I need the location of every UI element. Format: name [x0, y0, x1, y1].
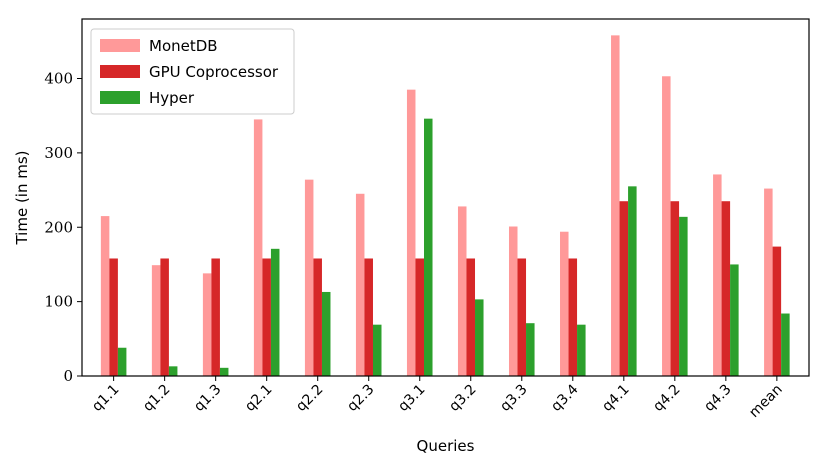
bar-monetdb-q2-2: [304, 179, 314, 376]
bar-monetdb-q1-1: [100, 216, 110, 376]
bar-monetdb-q4-3: [713, 174, 722, 376]
bar-gpu-coprocessor-q4-3: [721, 201, 731, 376]
y-tick-label: 0: [63, 367, 73, 385]
bar-hyper-mean: [781, 313, 790, 376]
x-tick-label: q3.2: [446, 382, 479, 415]
x-tick-label: q3.3: [497, 382, 530, 415]
bar-hyper-q1-2: [168, 366, 178, 376]
x-tick-label: q1.2: [140, 382, 173, 415]
bar-monetdb-q2-1: [253, 119, 263, 376]
bar-gpu-coprocessor-q3-2: [466, 258, 476, 376]
bar-gpu-coprocessor-q1-2: [160, 258, 169, 376]
bar-monetdb-q3-2: [457, 206, 467, 376]
x-tick-label: q2.2: [293, 382, 326, 415]
bar-hyper-q3-3: [526, 323, 535, 376]
bar-gpu-coprocessor-mean: [772, 246, 782, 376]
legend-label: Hyper: [149, 89, 195, 107]
bar-hyper-q3-4: [577, 324, 586, 376]
x-tick-label: q1.3: [191, 382, 224, 415]
bar-gpu-coprocessor-q2-2: [313, 258, 322, 376]
bar-hyper-q2-2: [321, 291, 331, 376]
y-axis-label: Time (in ms): [13, 150, 31, 245]
plot-frame: [81, 18, 810, 377]
bar-hyper-q4-2: [679, 216, 688, 376]
bar-hyper-q2-1: [270, 248, 280, 376]
bar-monetdb-q4-1: [611, 35, 620, 377]
bar-gpu-coprocessor-q2-1: [262, 258, 271, 376]
bar-monetdb-mean: [764, 188, 773, 376]
bar-hyper-q4-1: [628, 186, 637, 376]
bar-gpu-coprocessor-q4-1: [619, 201, 629, 376]
legend-label: GPU Coprocessor: [149, 63, 279, 81]
x-tick-label: mean: [746, 382, 785, 421]
bar-monetdb-q4-2: [662, 76, 671, 377]
x-tick-label: q2.3: [344, 382, 377, 415]
bar-hyper-q4-3: [730, 264, 739, 376]
x-tick-label: q1.1: [89, 382, 122, 415]
x-axis-label: Queries: [417, 437, 475, 455]
legend-swatch: [100, 39, 140, 52]
bar-gpu-coprocessor-q3-3: [517, 258, 527, 376]
bar-gpu-coprocessor-q3-4: [568, 258, 578, 376]
bar-monetdb-q1-3: [202, 273, 212, 376]
x-tick-label: q3.1: [395, 382, 428, 415]
bar-monetdb-q3-4: [560, 231, 569, 376]
y-tick-label: 200: [44, 218, 73, 236]
y-tick-label: 300: [44, 144, 73, 162]
bar-monetdb-q3-1: [406, 89, 416, 376]
y-tick-label: 400: [44, 70, 73, 88]
legend-label: MonetDB: [149, 37, 218, 55]
bar-hyper-q3-2: [475, 299, 484, 376]
x-tick-label: q3.4: [548, 381, 581, 414]
x-tick-label: q4.2: [650, 382, 683, 415]
bar-hyper-q2-3: [372, 324, 382, 376]
legend: MonetDB GPU Coprocessor Hyper: [90, 28, 295, 115]
legend-box: [90, 28, 295, 115]
bar-gpu-coprocessor-q3-1: [415, 258, 424, 376]
legend-swatch: [100, 91, 140, 104]
y-tick-label: 100: [44, 293, 73, 311]
legend-swatch: [100, 65, 140, 78]
bar-monetdb-q3-3: [508, 226, 518, 376]
bar-monetdb-q1-2: [151, 265, 161, 376]
x-tick-label: q2.1: [242, 382, 275, 415]
bar-gpu-coprocessor-q1-3: [211, 258, 220, 376]
x-tick-label: q4.3: [701, 382, 734, 415]
x-tick-label: q4.1: [599, 382, 632, 415]
bar-hyper-q1-1: [117, 347, 127, 376]
bar-hyper-q1-3: [219, 367, 229, 376]
bar-gpu-coprocessor-q4-2: [670, 201, 680, 376]
bar-monetdb-q2-3: [355, 193, 365, 376]
bar-gpu-coprocessor-q2-3: [364, 258, 373, 376]
bars-group: [100, 35, 790, 377]
bar-gpu-coprocessor-q1-1: [109, 258, 118, 376]
bar-hyper-q3-1: [424, 118, 433, 376]
